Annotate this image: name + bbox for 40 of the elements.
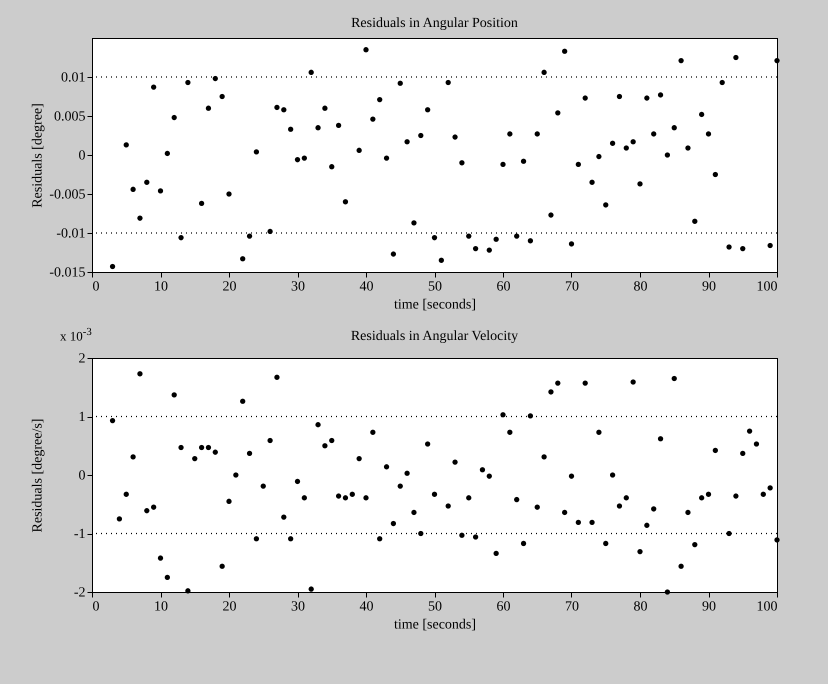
x-axis-title: time [seconds]	[394, 618, 476, 632]
y-tick-label: 0.01	[61, 70, 86, 86]
y-tick-label: 0	[78, 468, 86, 484]
y-tick-label: 2	[78, 352, 86, 366]
y-tick-label: -1	[74, 527, 86, 542]
x-tick-label: 10	[154, 280, 168, 294]
x-tick-label: 50	[428, 280, 442, 294]
x-tick-label: 60	[496, 600, 510, 614]
x-tick-label: 30	[291, 280, 305, 294]
x-tick-label: 40	[360, 600, 374, 614]
y-axis-title: Residuals [degree]	[30, 103, 46, 208]
x-tick-label: 90	[702, 280, 716, 294]
chart-title: Residuals in Angular Velocity	[350, 329, 518, 344]
x-tick-label: 60	[496, 280, 510, 294]
y-tick-label: -2	[74, 586, 86, 600]
x-axis-title: time [seconds]	[394, 298, 476, 312]
x-tick-label: 80	[634, 280, 648, 294]
x-tick-label: 40	[360, 280, 374, 294]
x-tick-label: 10	[154, 600, 168, 614]
x-tick-label: 20	[222, 600, 236, 614]
chart-title: Residuals in Angular Position	[351, 16, 518, 31]
text: x 10$^{-3}$	[60, 326, 92, 344]
y-tick-label: 0	[78, 148, 86, 164]
x-tick-label: 50	[428, 600, 442, 614]
x-tick-label: 30	[291, 600, 305, 614]
x-tick-label: 100	[756, 600, 778, 614]
y-tick-label: 0.005	[54, 110, 86, 124]
x-tick-label: 100	[756, 280, 778, 294]
x-tick-label: 80	[634, 600, 648, 614]
y-tick-label: -0.005	[49, 188, 86, 202]
y-tick-label: 1	[78, 410, 86, 425]
x-tick-label: 0	[92, 600, 100, 614]
y-axis-title: Residuals [degree/s]	[30, 418, 46, 532]
x-tick-label: 70	[565, 600, 579, 614]
y-tick-label: -0.015	[49, 266, 86, 280]
y-tick-label: -0.01	[56, 226, 86, 242]
x-tick-label: 70	[565, 280, 579, 294]
x-tick-label: 0	[92, 280, 100, 294]
x-tick-label: 20	[222, 280, 236, 294]
x-tick-label: 90	[702, 600, 716, 614]
